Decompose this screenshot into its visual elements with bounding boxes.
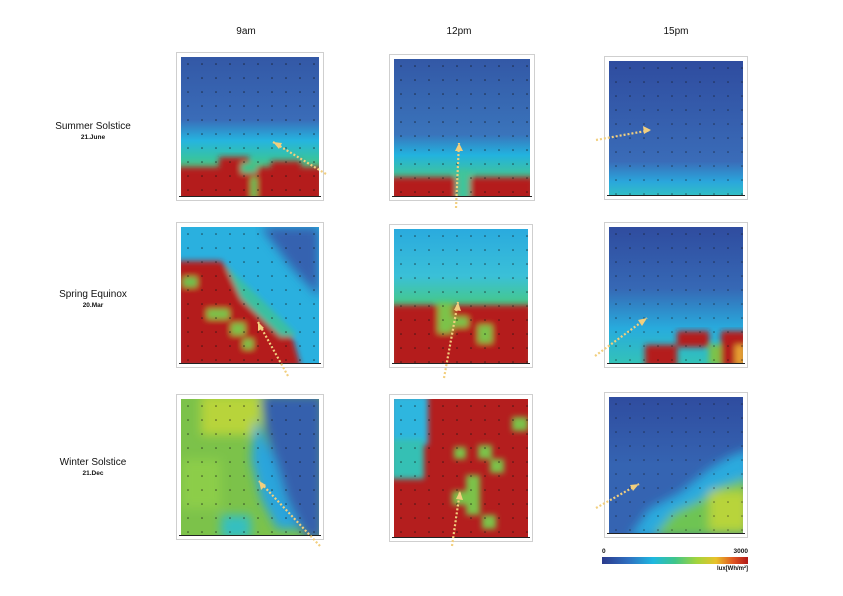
row-title: Winter Solstice [59,457,127,468]
illuminance-map [181,227,319,363]
row-date: 20.Mar [82,302,104,309]
illuminance-map [181,57,319,196]
floor-line [392,362,530,364]
map-spring-12pm [389,224,533,368]
row-date: 21.June [80,134,106,141]
legend-unit: lux[Wh/m²] [717,566,748,572]
illuminance-map [609,61,743,195]
map-summer-9am [176,52,324,201]
map-summer-15pm [604,56,748,200]
column-header-9am: 9am [236,26,256,37]
map-winter-12pm [389,394,533,542]
floor-line [607,532,745,534]
illuminance-map [181,399,319,535]
row-header-spring-equinox: Spring Equinox 20.Mar [23,289,163,310]
map-summer-12pm [389,54,535,201]
column-header-12pm: 12pm [446,26,472,37]
map-spring-15pm [604,222,748,368]
legend-gradient-bar [602,557,748,564]
row-title: Spring Equinox [59,289,127,300]
illuminance-map [609,397,743,533]
floor-line [179,534,321,536]
row-date: 21.Dec [82,470,104,477]
illuminance-map [394,59,530,196]
floor-line [607,362,745,364]
map-winter-15pm [604,392,748,538]
row-header-summer-solstice: Summer Solstice 21.June [23,121,163,142]
map-winter-9am [176,394,324,540]
floor-line [179,195,321,197]
illuminance-map [394,399,528,537]
row-title: Summer Solstice [55,121,131,132]
legend-ticks: 0 3000 [602,548,748,555]
legend-min: 0 [602,548,606,555]
floor-line [607,194,745,196]
floor-line [179,362,321,364]
legend-max: 3000 [733,548,748,555]
illuminance-map [609,227,743,363]
row-header-winter-solstice: Winter Solstice 21.Dec [23,457,163,478]
color-scale-legend: 0 3000 lux[Wh/m²] [602,548,748,572]
map-spring-9am [176,222,324,368]
floor-line [392,195,532,197]
illuminance-map [394,229,528,363]
floor-line [392,536,530,538]
column-header-15pm: 15pm [663,26,689,37]
